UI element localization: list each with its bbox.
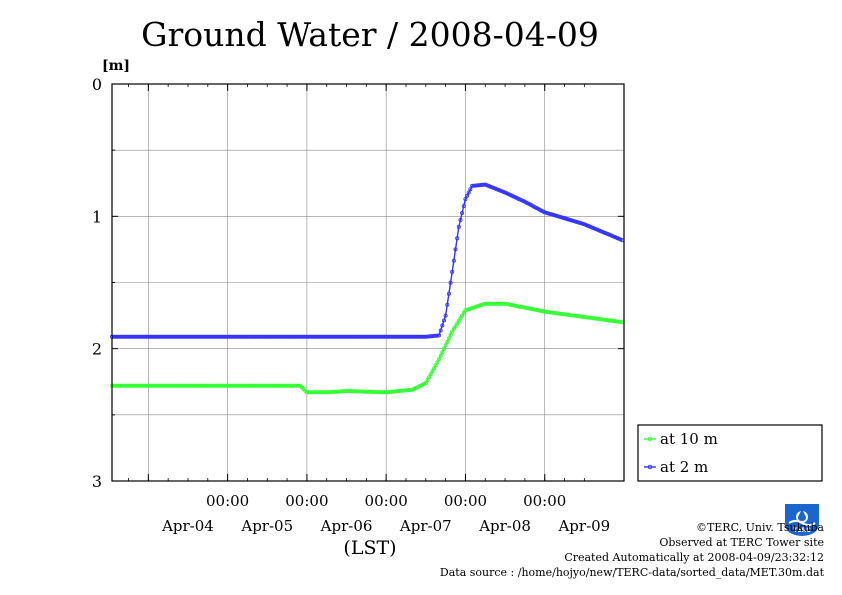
legend-label: at 10 m xyxy=(660,430,718,448)
data-point xyxy=(456,224,461,229)
legend-marker xyxy=(647,464,653,470)
data-point xyxy=(425,378,430,383)
data-point xyxy=(453,324,458,329)
x-tick-label-date: Apr-06 xyxy=(320,517,373,535)
data-point xyxy=(446,291,451,296)
y-tick-label: 2 xyxy=(92,340,102,359)
x-tick-label-date: Apr-09 xyxy=(557,517,610,535)
x-tick-label-time: 00:00 xyxy=(444,492,487,510)
data-point xyxy=(436,333,441,338)
data-point xyxy=(441,346,446,351)
data-point xyxy=(428,372,433,377)
data-point xyxy=(453,247,458,252)
data-point xyxy=(441,318,446,323)
y-tick-label: 3 xyxy=(92,472,102,491)
x-axis-label: (LST) xyxy=(343,537,396,559)
data-point xyxy=(463,197,468,202)
data-point xyxy=(471,305,476,310)
data-point xyxy=(427,375,432,380)
data-point xyxy=(618,319,623,324)
series-line xyxy=(112,183,623,338)
grid xyxy=(112,84,624,481)
x-tick-label-time: 00:00 xyxy=(365,492,408,510)
data-point xyxy=(455,236,460,241)
data-point xyxy=(433,363,438,368)
data-point xyxy=(450,269,455,274)
x-tick-label-time: 00:00 xyxy=(523,492,566,510)
data-point xyxy=(465,193,470,198)
data-point xyxy=(460,210,465,215)
footer-source: Data source : /home/hojyo/new/TERC-data/… xyxy=(439,566,824,579)
data-point xyxy=(451,258,456,263)
data-point xyxy=(423,381,428,386)
footer: ©TERC, Univ. Tsukuba Observed at TERC To… xyxy=(440,520,824,580)
data-point xyxy=(438,353,443,358)
data-point xyxy=(440,323,445,328)
data-point xyxy=(430,369,435,374)
data-point xyxy=(456,318,461,323)
series-1 xyxy=(110,182,625,339)
data-point xyxy=(445,302,450,307)
data-point xyxy=(478,303,483,308)
footer-created: Created Automatically at 2008-04-09/23:3… xyxy=(564,551,824,564)
data-point xyxy=(468,306,473,311)
data-point xyxy=(569,218,574,223)
x-tick-label-time: 00:00 xyxy=(206,492,249,510)
x-tick-label-time: 00:00 xyxy=(285,492,328,510)
legend-label: at 2 m xyxy=(660,458,708,476)
series-line xyxy=(112,303,623,394)
data-point xyxy=(438,328,443,333)
data-point xyxy=(443,343,448,348)
x-tick-label-date: Apr-04 xyxy=(161,517,214,535)
data-point xyxy=(468,187,473,192)
data-point xyxy=(580,221,585,226)
data-point xyxy=(440,350,445,355)
legend: at 10 m at 2 m xyxy=(637,424,823,482)
legend-box xyxy=(637,424,823,482)
data-point xyxy=(448,280,453,285)
svg-text:TERC: TERC xyxy=(793,527,811,534)
y-tick-label: 0 xyxy=(92,75,102,94)
footer-observed: Observed at TERC Tower site xyxy=(659,536,824,549)
data-point xyxy=(450,329,455,334)
x-tick-label-date: Apr-07 xyxy=(399,517,452,535)
data-point xyxy=(296,383,301,388)
data-point xyxy=(445,339,450,344)
axes: 0 1 2 3 00:00 00:00 00:00 00:00 00:00 Apr-04 Apr-0… xyxy=(92,75,624,535)
y-axis-unit: [m] xyxy=(102,58,130,74)
data-point xyxy=(432,366,437,371)
data-point xyxy=(446,336,451,341)
chart-title: Ground Water / 2008-04-09 xyxy=(141,15,599,54)
plot-area xyxy=(110,182,625,395)
data-point xyxy=(458,217,463,222)
footer-credit: ©TERC, Univ. Tsukuba xyxy=(695,521,824,534)
legend-marker xyxy=(647,436,653,442)
data-point xyxy=(460,313,465,318)
data-point xyxy=(435,360,440,365)
data-point xyxy=(443,313,448,318)
data-point xyxy=(461,204,466,209)
terc-logo: TERC xyxy=(785,504,819,536)
x-tick-label-date: Apr-08 xyxy=(478,517,531,535)
data-point xyxy=(474,304,479,309)
data-point xyxy=(436,357,441,362)
data-point xyxy=(448,332,453,337)
x-tick-label-date: Apr-05 xyxy=(240,517,293,535)
data-point xyxy=(435,333,440,338)
data-point xyxy=(466,190,471,195)
y-tick-label: 1 xyxy=(92,207,102,226)
series-0 xyxy=(110,301,625,395)
